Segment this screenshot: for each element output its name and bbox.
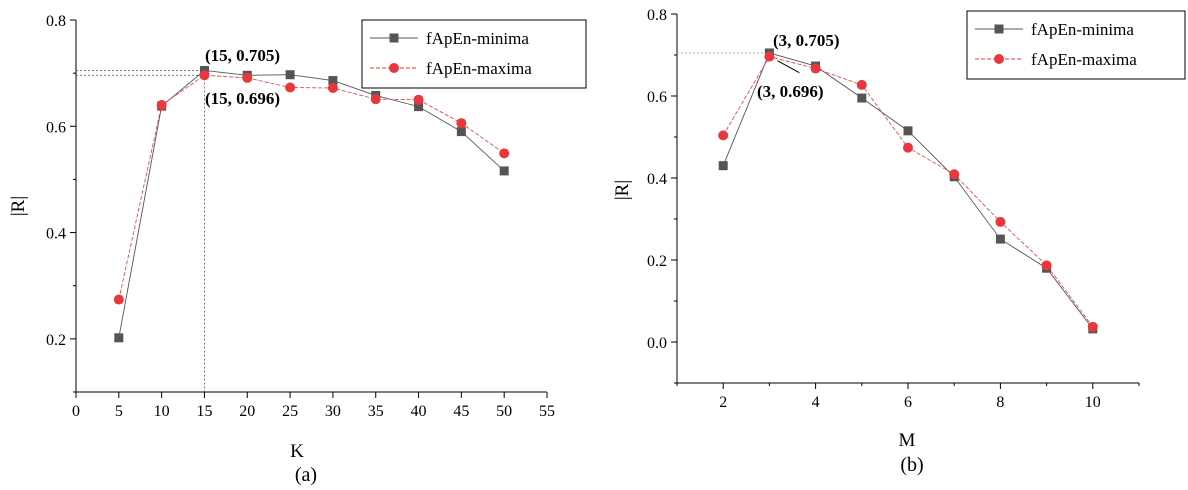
data-point-fApEn-minima xyxy=(328,76,338,86)
x-tick-label: 6 xyxy=(904,394,912,411)
data-point-fApEn-maxima xyxy=(242,72,253,83)
y-tick-label: 0.8 xyxy=(647,7,667,24)
data-point-fApEn-minima xyxy=(995,234,1005,244)
annotation-label: (3, 0.705) xyxy=(773,31,840,50)
data-point-fApEn-minima xyxy=(456,127,466,137)
x-tick-label: 10 xyxy=(1085,394,1101,411)
y-tick-label: 0.8 xyxy=(46,13,66,30)
y-tick-label: 0.6 xyxy=(46,119,66,136)
legend-label: fApEn-maxima xyxy=(1031,50,1137,69)
data-point-fApEn-minima xyxy=(718,161,728,171)
data-point-fApEn-maxima xyxy=(199,70,210,81)
data-point-fApEn-maxima xyxy=(285,82,296,93)
data-point-fApEn-minima xyxy=(285,70,295,80)
y-tick-label: 0.0 xyxy=(647,335,667,352)
x-tick-label: 25 xyxy=(282,403,298,420)
data-point-fApEn-minima xyxy=(903,126,913,136)
data-point-fApEn-maxima xyxy=(413,94,424,105)
y-tick-label: 0.6 xyxy=(647,89,667,106)
legend-marker xyxy=(389,63,399,73)
x-tick-label: 50 xyxy=(496,403,512,420)
legend-marker xyxy=(389,33,399,43)
chart-b: 2 4 6 8 10 0.0 0.2 0.4 0.6 0.8 M |R| (b) (3, 0.705) (3… xyxy=(612,7,1186,476)
data-point-fApEn-maxima xyxy=(1087,321,1098,332)
data-point-fApEn-maxima xyxy=(113,294,124,305)
annotation-pointer xyxy=(777,60,800,74)
x-tick-label: 5 xyxy=(115,403,123,420)
x-tick-label: 4 xyxy=(812,394,820,411)
x-tick-label: 35 xyxy=(368,403,384,420)
data-point-fApEn-maxima xyxy=(370,94,381,105)
annotation-label: (15, 0.696) xyxy=(205,89,280,108)
data-point-fApEn-minima xyxy=(857,93,867,103)
data-point-fApEn-maxima xyxy=(1041,260,1052,271)
data-point-fApEn-maxima xyxy=(499,148,510,159)
annotation-label: (15, 0.705) xyxy=(205,46,280,65)
chart-caption: (b) xyxy=(900,454,923,476)
x-tick-label: 20 xyxy=(239,403,255,420)
data-point-fApEn-maxima xyxy=(456,118,467,129)
x-tick-label: 55 xyxy=(539,403,555,420)
legend-marker xyxy=(994,24,1004,34)
data-point-fApEn-maxima xyxy=(949,169,960,180)
data-point-fApEn-maxima xyxy=(856,79,867,90)
data-point-fApEn-maxima xyxy=(764,51,775,62)
data-point-fApEn-maxima xyxy=(903,142,913,153)
x-tick-label: 8 xyxy=(996,394,1004,411)
legend-label: fApEn-maxima xyxy=(426,59,532,78)
series-line-fApEn-minima xyxy=(118,70,505,338)
x-tick-label: 2 xyxy=(719,394,727,411)
data-point-fApEn-minima xyxy=(499,166,509,176)
x-tick-label: 30 xyxy=(325,403,341,420)
data-point-fApEn-maxima xyxy=(995,216,1006,227)
x-tick-label: 45 xyxy=(453,403,469,420)
y-axis-title: |R| xyxy=(8,196,29,216)
x-tick-label: 10 xyxy=(154,403,170,420)
x-tick-label: 40 xyxy=(411,403,427,420)
y-tick-label: 0.2 xyxy=(46,332,66,349)
legend-box xyxy=(361,19,587,89)
data-point-fApEn-maxima xyxy=(327,83,338,94)
y-axis-title: |R| xyxy=(612,180,633,200)
x-axis-title: M xyxy=(899,430,916,451)
x-axis-title: K xyxy=(290,441,304,462)
data-point-fApEn-maxima xyxy=(718,130,729,141)
legend-label: fApEn-minima xyxy=(1031,20,1134,39)
legend-marker xyxy=(994,54,1004,64)
chart-a: 0 5 10 15 20 25 30 35 40 45 50 55 0.2 0.4 0.6 0.8 K |R| (a… xyxy=(8,13,587,486)
y-tick-label: 0.2 xyxy=(647,253,667,270)
x-tick-label: 0 xyxy=(72,403,80,420)
y-tick-label: 0.4 xyxy=(647,171,667,188)
annotation-label: (3, 0.696) xyxy=(757,82,824,101)
x-tick-label: 15 xyxy=(196,403,212,420)
legend-label: fApEn-minima xyxy=(426,29,529,48)
data-point-fApEn-maxima xyxy=(810,63,821,74)
legend-box xyxy=(966,10,1186,80)
series-line-fApEn-maxima xyxy=(118,74,505,300)
chart-caption: (a) xyxy=(295,464,317,486)
data-point-fApEn-minima xyxy=(414,102,424,112)
y-tick-label: 0.4 xyxy=(46,226,66,243)
data-point-fApEn-minima xyxy=(114,333,124,343)
data-point-fApEn-maxima xyxy=(156,100,167,111)
